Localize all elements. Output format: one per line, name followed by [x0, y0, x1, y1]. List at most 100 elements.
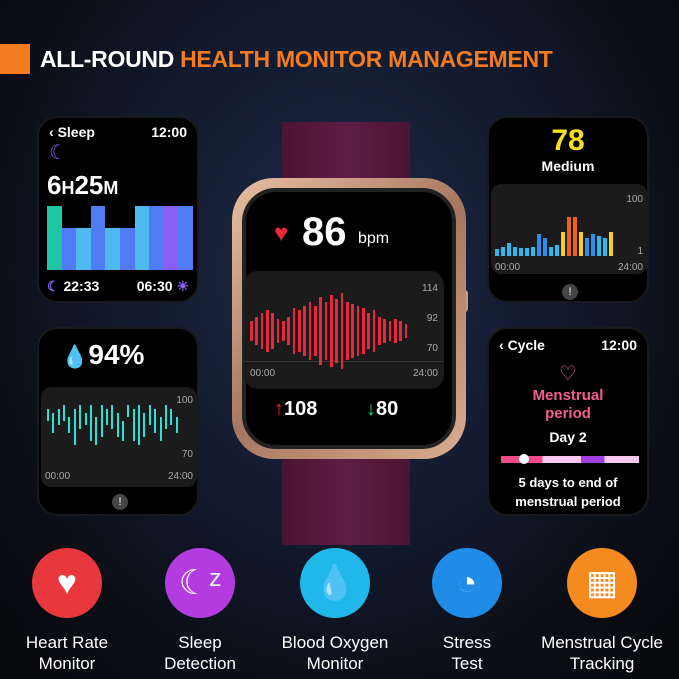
- uterus-icon: ♡: [559, 363, 577, 385]
- spo2-bar: [170, 409, 173, 425]
- heart-rate-bar: [356, 306, 360, 356]
- stress-bar: [501, 247, 505, 256]
- spo2-reading: 💧94%: [61, 339, 145, 370]
- heart-icon: ♥: [274, 220, 289, 247]
- heart-rate-bar: [388, 321, 392, 341]
- sleep-duration: 6H25M: [47, 170, 119, 200]
- heart-rate-bar: [399, 321, 402, 341]
- spo2-bar: [73, 409, 76, 445]
- spo2-bar: [148, 405, 151, 425]
- stress-bar: [561, 231, 565, 256]
- page-title: ALL-ROUND HEALTH MONITOR MANAGEMENT: [40, 44, 553, 74]
- stress-bar: [549, 247, 553, 256]
- stress-bar: [525, 248, 529, 256]
- sleep-segment: [105, 228, 120, 270]
- heart-rate-bar: [362, 308, 365, 354]
- heart-rate-bar: [260, 312, 264, 350]
- cycle-progress-marker: [519, 454, 529, 464]
- sleep-segment: [90, 206, 106, 270]
- sleep-time: 12:00: [151, 124, 187, 140]
- moon-icon: ☾ᶻ: [165, 548, 235, 618]
- stress-level: Medium: [541, 158, 595, 174]
- drop-icon: 💧: [61, 344, 89, 369]
- cycle-note: 5 days to end of menstrual period: [515, 475, 621, 509]
- stress-bar: [519, 248, 523, 256]
- spo2-bar: [57, 409, 60, 425]
- stress-bar: [531, 247, 535, 256]
- heart-rate-max: ↑108: [274, 398, 318, 420]
- heart-rate-chart: 114 92 70 00:00 24:00: [244, 271, 444, 389]
- spo2-bar: [159, 417, 162, 441]
- title-white: ALL-ROUND: [40, 46, 174, 72]
- heart-rate-bar: [335, 299, 338, 363]
- heart-rate-bar: [282, 321, 285, 341]
- spo2-bar: [89, 405, 92, 441]
- feature-label: Menstrual Cycle Tracking: [541, 633, 663, 673]
- info-icon[interactable]: !: [112, 494, 128, 510]
- heart-rate-bar: [314, 306, 317, 356]
- heart-rate-bar: [324, 301, 328, 361]
- moon-icon: ☾: [49, 142, 67, 164]
- title-orange: HEALTH MONITOR MANAGEMENT: [180, 46, 553, 72]
- spo2-bar: [63, 405, 66, 421]
- heart-rate-bar: [287, 317, 290, 345]
- gauge-icon: ◔: [432, 548, 502, 618]
- spo2-bar: [138, 405, 141, 445]
- heart-rate-bar: [319, 297, 322, 365]
- sleep-segment: [134, 206, 150, 270]
- spo2-bar: [68, 417, 71, 433]
- stress-panel: 78 Medium 100 1 00:00 24:00 !: [487, 116, 649, 303]
- sleep-segment: [47, 206, 62, 270]
- info-icon[interactable]: !: [562, 284, 578, 300]
- feature-label: Blood Oxygen Monitor: [281, 633, 389, 673]
- spo2-bar: [84, 413, 87, 425]
- spo2-bar: [143, 413, 146, 437]
- spo2-bar: [154, 409, 157, 433]
- feature-label: Stress Test: [442, 633, 492, 673]
- heart-rate-bar: [292, 308, 296, 354]
- stress-bar: [609, 231, 613, 256]
- sleep-label: Sleep: [57, 124, 95, 140]
- stress-bar: [543, 238, 547, 256]
- sleep-segment: [163, 206, 179, 270]
- cycle-time: 12:00: [601, 337, 637, 353]
- sleep-segment: [119, 228, 135, 270]
- heart-rate-bar: [255, 317, 258, 345]
- sleep-segment: [178, 206, 193, 270]
- sleep-end: 06:30 ☀: [136, 278, 189, 294]
- spo2-bar: [100, 405, 103, 437]
- drop-icon: 💧: [300, 548, 370, 618]
- heart-rate-bar: [394, 319, 397, 343]
- heart-rate-value: 86: [302, 210, 347, 254]
- cycle-progress: [501, 454, 639, 464]
- cycle-day: Day 2: [549, 429, 587, 445]
- stress-bar: [567, 217, 571, 256]
- stress-bar: [555, 245, 559, 256]
- heart-rate-bar: [378, 317, 381, 345]
- heart-rate-bar: [271, 312, 274, 350]
- stress-bar: [537, 234, 541, 256]
- sleep-start: ☾ 22:33: [47, 278, 100, 294]
- spo2-bar: [127, 405, 130, 417]
- heart-rate-bar: [383, 319, 386, 343]
- spo2-bar: [52, 413, 55, 433]
- heart-rate-bar: [330, 295, 333, 367]
- heart-rate-bar: [367, 312, 370, 350]
- cycle-title: ‹ Cycle: [499, 337, 545, 353]
- spo2-bar: [132, 409, 135, 441]
- watch-screen: ♥ 86 bpm 114 92 70 00:00 24:00 ↑108 ↓80: [242, 188, 456, 449]
- cycle-panel: ‹ Cycle 12:00 ♡ Menstrual period Day 2 5 …: [487, 327, 649, 516]
- heart-rate-bar: [308, 301, 312, 361]
- heart-rate-bar: [351, 303, 354, 359]
- stress-bar: [585, 238, 589, 256]
- stress-chart: 100 1 00:00 24:00: [491, 184, 647, 274]
- heart-rate-bar: [340, 292, 344, 370]
- heart-rate-bar: [303, 306, 306, 356]
- sleep-segment: [61, 228, 77, 270]
- feature-menstrual-cycle: ▦ Menstrual Cycle Tracking: [532, 548, 672, 674]
- feature-label: Heart Rate Monitor: [25, 633, 109, 673]
- heart-rate-bar: [404, 323, 408, 339]
- spo2-bar: [105, 409, 108, 425]
- cycle-phase: Menstrual period: [532, 387, 604, 422]
- stress-bar: [591, 234, 595, 256]
